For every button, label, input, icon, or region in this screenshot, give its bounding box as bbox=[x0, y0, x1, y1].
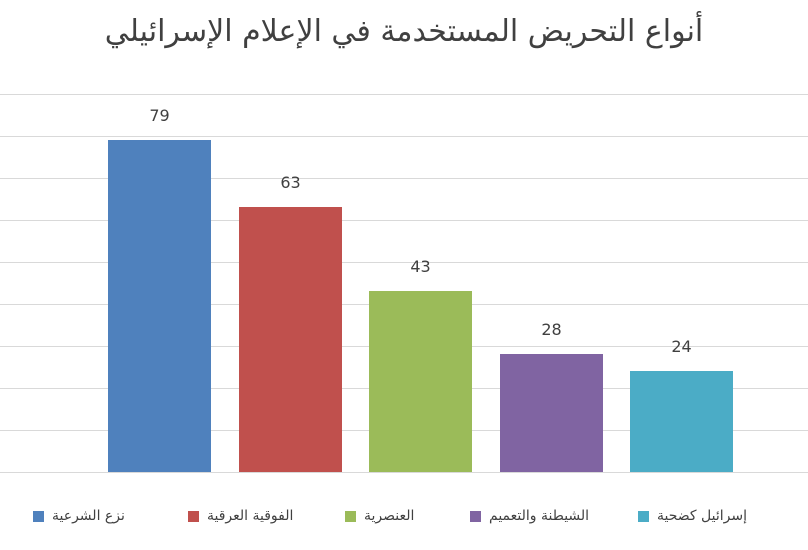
legend: نزع الشرعية الفوقية العرقية العنصرية الشيطن… bbox=[0, 508, 808, 538]
legend-item[interactable]: الفوقية العرقية bbox=[188, 508, 293, 524]
legend-label: الفوقية العرقية bbox=[207, 508, 294, 524]
bar[interactable] bbox=[500, 354, 603, 472]
legend-item[interactable]: الشيطنة والتعميم bbox=[470, 508, 589, 524]
data-label: 28 bbox=[541, 320, 562, 339]
data-label: 43 bbox=[410, 257, 431, 276]
gridline bbox=[0, 178, 808, 179]
legend-swatch-icon bbox=[33, 510, 44, 522]
data-label: 24 bbox=[671, 337, 692, 356]
data-label: 63 bbox=[280, 173, 301, 192]
bar[interactable] bbox=[630, 371, 733, 472]
legend-item[interactable]: نزع الشرعية bbox=[33, 508, 125, 524]
legend-swatch-icon bbox=[470, 510, 481, 522]
legend-item[interactable]: إسرائيل كضحية bbox=[638, 508, 747, 524]
gridline bbox=[0, 94, 808, 95]
data-label: 79 bbox=[149, 106, 170, 125]
bar[interactable] bbox=[108, 140, 211, 472]
legend-swatch-icon bbox=[188, 510, 199, 522]
legend-label: نزع الشرعية bbox=[52, 508, 125, 524]
legend-item[interactable]: العنصرية bbox=[345, 508, 414, 524]
gridline bbox=[0, 262, 808, 263]
legend-swatch-icon bbox=[638, 510, 649, 522]
gridline bbox=[0, 136, 808, 137]
gridline bbox=[0, 472, 808, 473]
bar[interactable] bbox=[239, 207, 342, 472]
legend-label: العنصرية bbox=[364, 508, 415, 524]
legend-label: إسرائيل كضحية bbox=[657, 508, 747, 524]
legend-swatch-icon bbox=[345, 510, 356, 522]
legend-label: الشيطنة والتعميم bbox=[489, 508, 590, 524]
chart-title: أنواع التحريض المستخدمة في الإعلام الإسر… bbox=[104, 14, 704, 49]
bar[interactable] bbox=[369, 291, 472, 472]
gridline bbox=[0, 220, 808, 221]
